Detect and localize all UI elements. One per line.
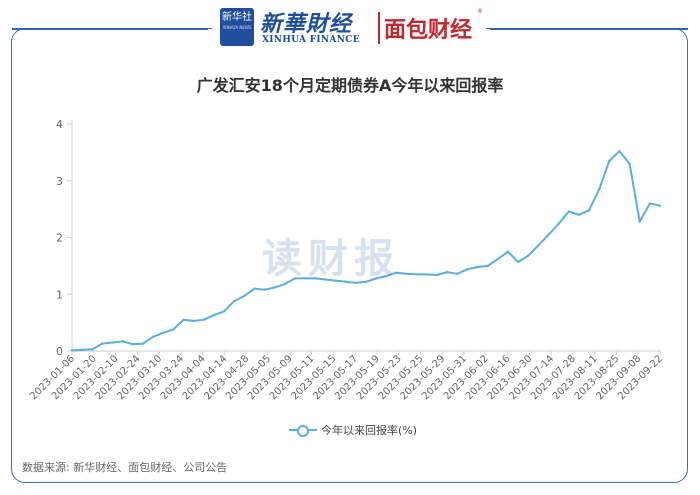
xinhua-finance-logo: 新華財经 [260,11,353,37]
y-tick-label: 4 [56,118,63,131]
data-point [80,348,84,352]
data-point [516,260,520,264]
data-point [567,210,570,213]
data-source: 数据来源: 新华财经、面包财经、公司公告 [22,461,228,474]
data-point [212,314,216,317]
data-point [405,272,408,276]
data-point [608,159,611,163]
data-point [476,265,479,269]
data-point [243,294,246,298]
axes-group [71,120,660,352]
data-point [445,270,449,274]
xinhua-news-logo: 新华社 XINHUA NEWS [220,8,254,46]
data-point [425,273,429,276]
data-point [91,348,94,351]
legend-label: 今年以来回报率(%) [321,424,418,437]
data-point [293,277,297,280]
chart-title: 广发汇安18个月定期债券A今年以来回报率 [196,76,504,95]
data-point [486,264,489,268]
y-tick-label: 0 [56,345,63,358]
data-point [324,278,327,281]
xinhua-finance-logo-en: XINHUA FINANCE [262,35,360,45]
data-point [648,202,652,205]
watermark: 读财报 [262,236,400,282]
y-tick-label: 1 [56,288,63,301]
data-point [385,274,388,278]
data-point [182,318,185,321]
data-point [151,335,155,339]
data-point [374,277,378,280]
data-point [466,268,469,271]
data-point [344,280,347,283]
data-point [364,280,368,283]
logo-box-subtext: XINHUA NEWS [222,25,252,30]
data-point [192,319,195,323]
data-point [527,254,530,257]
data-point [496,257,499,261]
data-point [435,273,439,277]
data-point [547,233,550,236]
logo-box-text: 新华社 [222,12,252,23]
data-point [658,204,662,207]
x-tick-labels: 2023-01-062023-01-202023-02-102023-02-24… [28,351,665,402]
data-point [131,342,135,346]
logo-group: 新华社 XINHUA NEWS 新華財经 XINHUA FINANCE 面包财经… [212,4,486,50]
data-point [141,342,145,345]
data-point [222,310,226,313]
data-point [628,162,631,165]
data-point [618,150,621,153]
data-point [415,273,418,276]
data-point [273,286,276,289]
data-point [202,318,205,321]
data-point [121,340,124,343]
data-point [263,288,266,291]
data-point [557,222,560,226]
data-point [456,272,459,276]
mianbao-finance-logo: 面包财经 [384,18,473,43]
data-point [354,281,358,285]
series-group [70,150,662,352]
y-tick-labels: 0 1 2 3 4 [56,118,72,358]
legend[interactable]: 今年以来回报率(%) [289,420,417,440]
header: 新华社 XINHUA NEWS 新華財经 XINHUA FINANCE 面包财经… [0,0,700,52]
legend-line-marker-icon [289,425,317,437]
data-point [162,331,165,335]
header-rule-left [12,28,208,30]
data-point [597,188,601,191]
y-tick-label: 3 [56,175,63,188]
data-point [395,271,398,274]
data-point [111,341,114,344]
data-point [314,277,317,280]
data-point [101,342,104,345]
data-point [537,244,540,247]
y-tick-label: 2 [56,232,63,245]
data-point [70,349,74,352]
data-point [506,250,510,253]
data-point [587,209,591,212]
data-point [283,282,287,286]
registered-mark: ® [477,8,483,15]
data-point [638,220,641,223]
header-rule-right [490,28,688,30]
data-point [253,287,256,290]
data-point [233,299,236,303]
data-point [334,279,337,282]
logo-divider [378,12,380,44]
data-point [303,277,307,280]
data-point [172,328,175,331]
data-point [577,213,581,216]
